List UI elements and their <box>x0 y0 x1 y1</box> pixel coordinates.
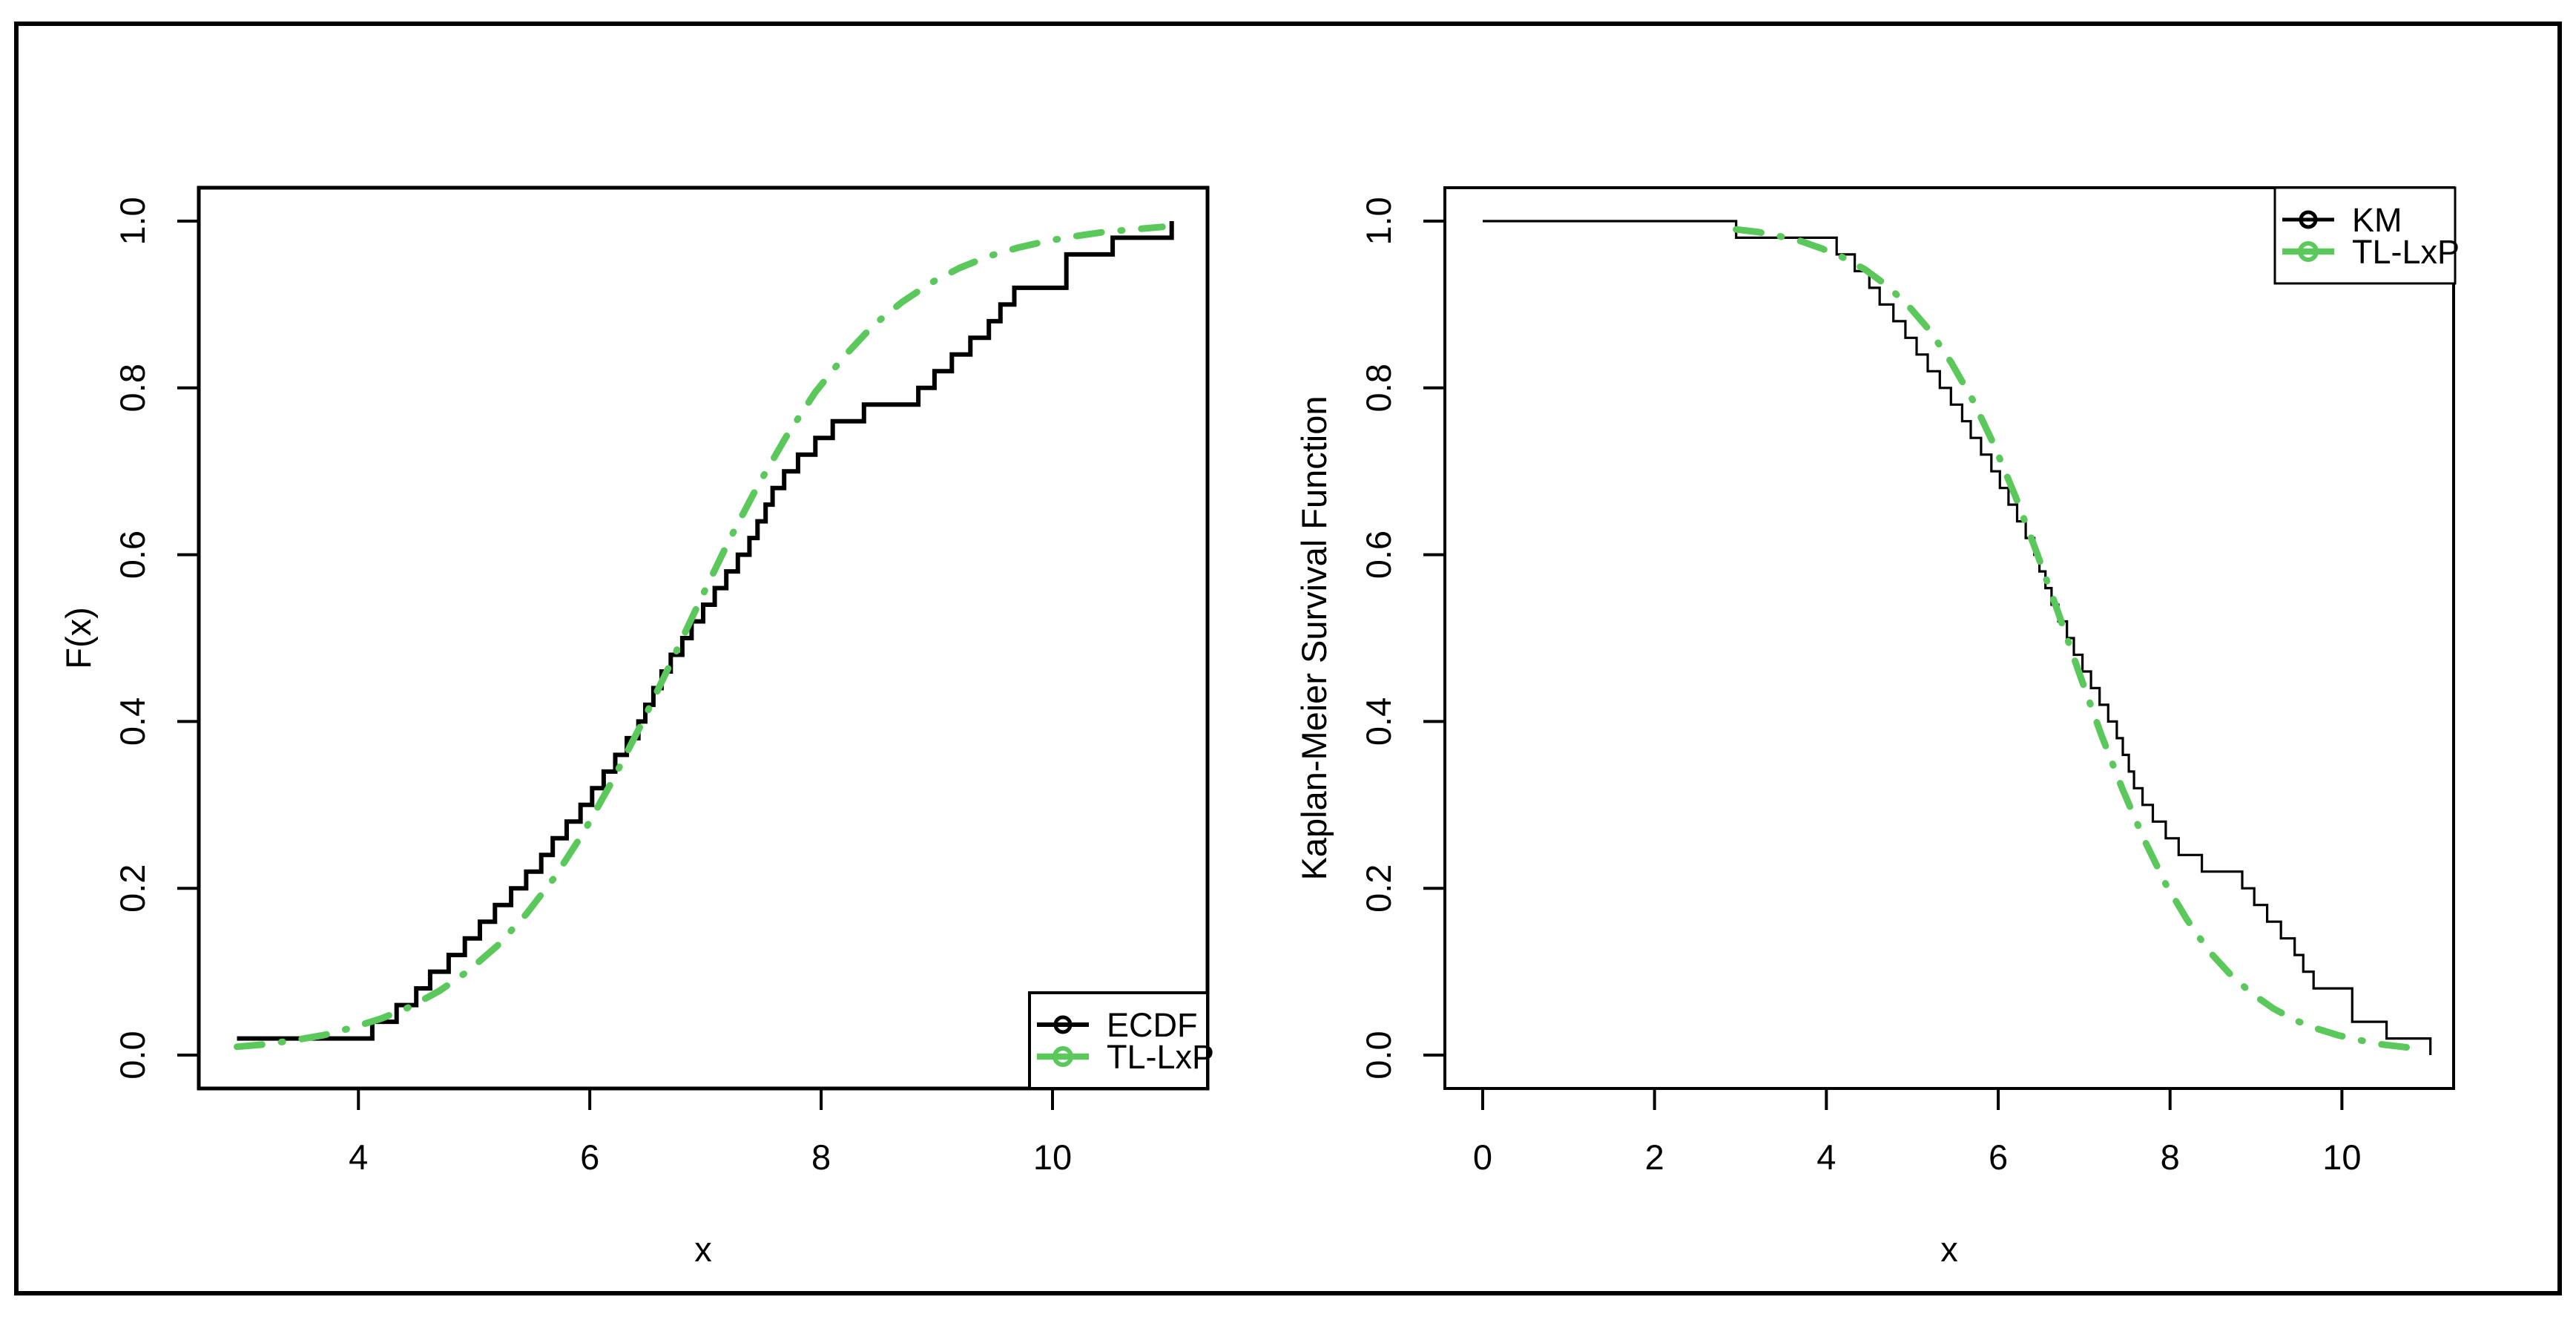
y-tick-label: 0.2 <box>113 864 152 913</box>
y-tick-label: 0.0 <box>113 1031 152 1079</box>
x-tick-label: 6 <box>580 1137 599 1177</box>
x-tick-label: 0 <box>1473 1137 1492 1177</box>
legend-key-marker-circle <box>1053 1015 1073 1034</box>
legend-key-marker-circle <box>1053 1046 1073 1067</box>
legend-key-marker-circle <box>2298 241 2319 262</box>
y-tick-label: 0.8 <box>1359 364 1398 412</box>
x-tick-label: 8 <box>2161 1137 2180 1177</box>
fit-curve-line <box>1733 226 2427 1053</box>
x-tick-label: 10 <box>1033 1137 1072 1177</box>
ecdf-step-line <box>237 221 1174 1041</box>
x-axis-title: x <box>1940 1229 1958 1269</box>
legend-box <box>2273 186 2457 285</box>
x-tick-label: 10 <box>2322 1137 2361 1177</box>
y-tick-label: 0.6 <box>1359 531 1398 579</box>
x-tick-label: 4 <box>349 1137 368 1177</box>
km-fit-panel: 0 2 4 6 8 10 0.0 0.2 0.4 0.6 0.8 1.0 x Kaplan-Meier S… <box>1294 186 2460 1269</box>
x-tick-label: 2 <box>1645 1137 1664 1177</box>
x-axis-title: x <box>694 1229 712 1269</box>
plot-box <box>197 185 1210 1091</box>
y-tick-label: 0.4 <box>113 697 152 746</box>
legend-label: ECDF <box>1107 1006 1198 1044</box>
y-axis-title: Kaplan-Meier Survival Function <box>1294 395 1334 880</box>
figure-border <box>14 22 2562 1295</box>
legend-label: TL-LxP <box>1107 1038 1214 1076</box>
y-tick-label: 1.0 <box>113 197 152 245</box>
x-tick-label: 4 <box>1816 1137 1836 1177</box>
legend-label: TL-LxP <box>2352 233 2460 271</box>
y-tick-label: 0.8 <box>113 364 152 412</box>
km-step-line <box>1483 220 2432 1055</box>
y-tick-label: 0.0 <box>1359 1031 1398 1079</box>
fit-curve-line <box>234 223 1166 1051</box>
y-tick-label: 1.0 <box>1359 197 1398 245</box>
x-tick-label: 8 <box>811 1137 831 1177</box>
legend-box <box>1028 991 1209 1090</box>
y-tick-label: 0.6 <box>113 531 152 579</box>
y-tick-label: 0.4 <box>1359 697 1398 746</box>
y-axis-title: F(x) <box>59 607 98 669</box>
x-tick-label: 6 <box>1989 1137 2008 1177</box>
legend-label: KM <box>2352 201 2402 239</box>
y-tick-label: 0.2 <box>1359 864 1398 913</box>
legend-key-marker-circle <box>2299 210 2318 229</box>
plot-box <box>1443 186 2455 1090</box>
